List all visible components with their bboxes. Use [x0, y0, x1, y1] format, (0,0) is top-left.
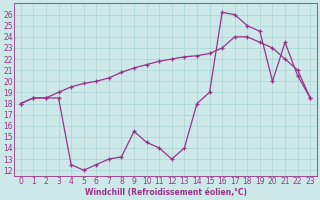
X-axis label: Windchill (Refroidissement éolien,°C): Windchill (Refroidissement éolien,°C): [84, 188, 246, 197]
